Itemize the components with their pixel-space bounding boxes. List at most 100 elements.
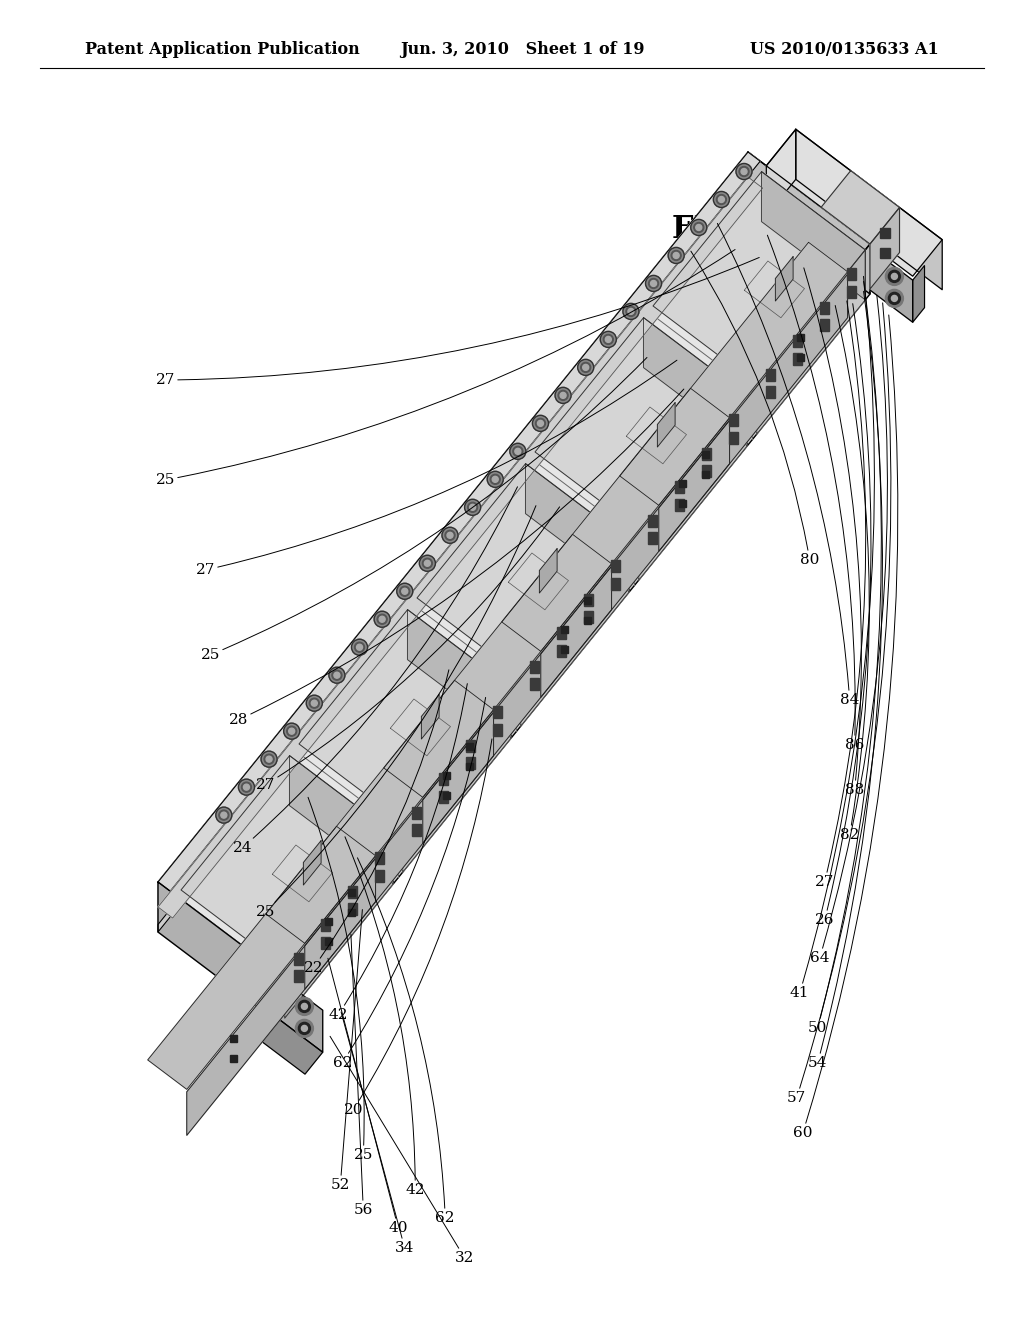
Polygon shape <box>766 129 796 215</box>
Circle shape <box>886 289 903 308</box>
Circle shape <box>468 503 477 512</box>
Bar <box>529 678 539 690</box>
Circle shape <box>669 247 684 264</box>
Circle shape <box>264 754 274 764</box>
Circle shape <box>354 643 365 652</box>
Polygon shape <box>158 194 748 932</box>
Bar <box>702 451 710 458</box>
Polygon shape <box>540 549 557 593</box>
Circle shape <box>309 698 319 709</box>
Polygon shape <box>303 841 322 884</box>
Circle shape <box>560 392 566 399</box>
Polygon shape <box>870 207 899 289</box>
Circle shape <box>261 751 278 767</box>
Bar <box>729 432 738 444</box>
Bar <box>467 743 473 750</box>
Circle shape <box>626 306 636 317</box>
Text: 88: 88 <box>804 268 864 797</box>
Circle shape <box>298 1001 310 1012</box>
Text: 27: 27 <box>196 360 677 577</box>
Circle shape <box>600 331 616 347</box>
Bar <box>529 661 539 673</box>
Circle shape <box>714 191 729 207</box>
Text: 20: 20 <box>343 739 492 1117</box>
Circle shape <box>379 616 385 622</box>
Circle shape <box>351 639 368 655</box>
Polygon shape <box>502 388 729 651</box>
Circle shape <box>396 583 413 599</box>
Circle shape <box>739 166 749 177</box>
Text: 34: 34 <box>341 1012 415 1255</box>
Circle shape <box>886 268 903 285</box>
Circle shape <box>691 219 707 235</box>
Circle shape <box>334 672 340 678</box>
Text: 60: 60 <box>793 315 898 1140</box>
Circle shape <box>401 589 408 594</box>
Bar <box>321 937 330 949</box>
Bar <box>348 903 357 915</box>
Bar <box>494 706 502 718</box>
Bar <box>729 414 738 426</box>
Bar <box>679 480 686 487</box>
Bar <box>702 471 710 478</box>
Polygon shape <box>775 256 793 301</box>
Circle shape <box>605 337 611 342</box>
Bar <box>325 939 332 945</box>
Circle shape <box>892 273 897 280</box>
Polygon shape <box>290 755 393 884</box>
Bar <box>294 970 303 982</box>
Text: 25: 25 <box>201 358 647 663</box>
Polygon shape <box>158 152 760 891</box>
Bar <box>348 886 357 898</box>
Polygon shape <box>653 172 865 384</box>
Circle shape <box>447 532 453 539</box>
Bar <box>675 482 684 494</box>
Circle shape <box>695 224 701 231</box>
Circle shape <box>306 696 323 711</box>
Bar <box>766 387 775 399</box>
Polygon shape <box>181 755 393 968</box>
Bar <box>439 791 447 803</box>
Polygon shape <box>525 463 630 591</box>
Text: 27: 27 <box>256 507 559 792</box>
Circle shape <box>465 499 480 515</box>
Text: 27: 27 <box>815 301 865 888</box>
Circle shape <box>221 812 227 818</box>
Bar <box>230 1055 238 1061</box>
Bar <box>561 626 568 634</box>
Text: 57: 57 <box>787 302 891 1105</box>
Bar <box>820 302 829 314</box>
Bar <box>880 248 890 259</box>
Circle shape <box>581 363 591 372</box>
Circle shape <box>445 531 455 540</box>
Circle shape <box>490 474 501 484</box>
Text: 22: 22 <box>303 669 449 975</box>
Bar <box>847 285 856 297</box>
Text: 42: 42 <box>345 837 425 1197</box>
Bar <box>584 611 593 623</box>
Text: 80: 80 <box>691 251 819 568</box>
Polygon shape <box>299 610 511 822</box>
Circle shape <box>510 444 526 459</box>
Text: 24: 24 <box>232 487 517 855</box>
Circle shape <box>289 729 295 734</box>
Polygon shape <box>408 610 511 738</box>
Circle shape <box>889 293 900 305</box>
Bar <box>648 515 656 527</box>
Bar <box>679 500 686 507</box>
Bar <box>702 447 711 459</box>
Bar <box>702 465 711 478</box>
Bar <box>648 532 656 544</box>
Circle shape <box>603 334 613 345</box>
Bar <box>494 723 502 735</box>
Bar <box>412 825 421 837</box>
Bar <box>584 594 593 606</box>
Text: 26: 26 <box>815 304 871 927</box>
Circle shape <box>892 296 897 301</box>
Circle shape <box>298 1023 310 1035</box>
Polygon shape <box>657 403 675 447</box>
Circle shape <box>242 783 252 792</box>
Text: 52: 52 <box>331 909 362 1192</box>
Circle shape <box>422 558 432 569</box>
Bar <box>797 354 804 362</box>
